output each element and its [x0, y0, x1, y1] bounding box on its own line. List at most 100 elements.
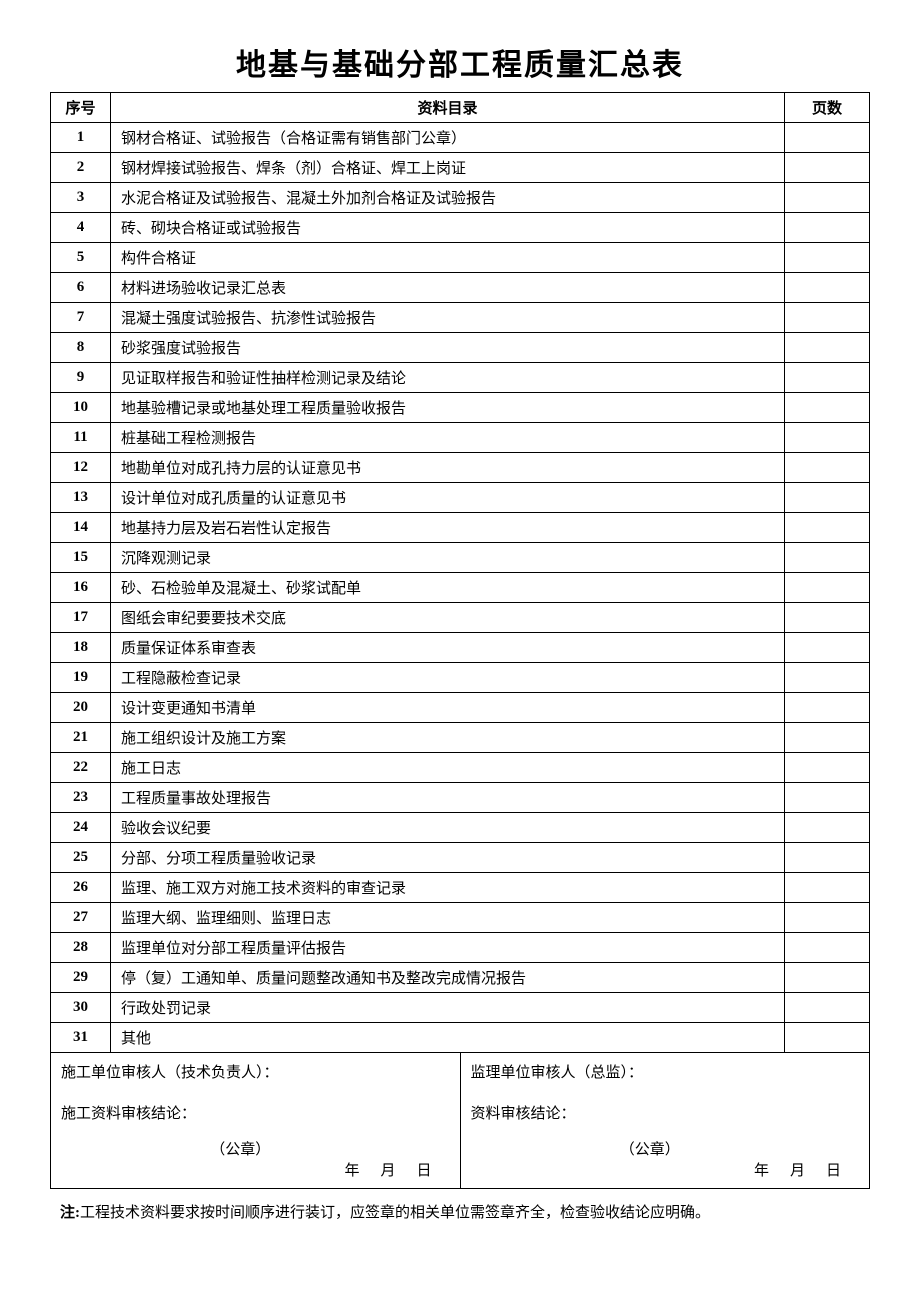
cell-seq: 25: [51, 843, 111, 873]
table-row: 9见证取样报告和验证性抽样检测记录及结论: [51, 363, 870, 393]
cell-pages: [785, 513, 870, 543]
cell-seq: 20: [51, 693, 111, 723]
cell-seq: 30: [51, 993, 111, 1023]
table-row: 5构件合格证: [51, 243, 870, 273]
cell-content: 钢材焊接试验报告、焊条（剂）合格证、焊工上岗证: [111, 153, 785, 183]
cell-seq: 16: [51, 573, 111, 603]
cell-content: 砂浆强度试验报告: [111, 333, 785, 363]
cell-content: 施工日志: [111, 753, 785, 783]
cell-content: 混凝土强度试验报告、抗渗性试验报告: [111, 303, 785, 333]
table-row: 8砂浆强度试验报告: [51, 333, 870, 363]
header-content: 资料目录: [111, 93, 785, 123]
table-row: 12地勘单位对成孔持力层的认证意见书: [51, 453, 870, 483]
cell-pages: [785, 1023, 870, 1053]
cell-content: 沉降观测记录: [111, 543, 785, 573]
footnote-text: 工程技术资料要求按时间顺序进行装订，应签章的相关单位需签章齐全，检查验收结论应明…: [80, 1205, 710, 1221]
cell-seq: 13: [51, 483, 111, 513]
table-row: 3水泥合格证及试验报告、混凝土外加剂合格证及试验报告: [51, 183, 870, 213]
table-row: 19工程隐蔽检查记录: [51, 663, 870, 693]
cell-content: 行政处罚记录: [111, 993, 785, 1023]
table-row: 23工程质量事故处理报告: [51, 783, 870, 813]
cell-pages: [785, 453, 870, 483]
cell-pages: [785, 303, 870, 333]
table-row: 27监理大纲、监理细则、监理日志: [51, 903, 870, 933]
cell-pages: [785, 243, 870, 273]
cell-content: 监理、施工双方对施工技术资料的审查记录: [111, 873, 785, 903]
table-row: 22施工日志: [51, 753, 870, 783]
table-header-row: 序号 资料目录 页数: [51, 93, 870, 123]
cell-seq: 4: [51, 213, 111, 243]
cell-content: 砂、石检验单及混凝土、砂浆试配单: [111, 573, 785, 603]
cell-seq: 5: [51, 243, 111, 273]
header-pages: 页数: [785, 93, 870, 123]
cell-pages: [785, 723, 870, 753]
cell-pages: [785, 663, 870, 693]
cell-content: 设计单位对成孔质量的认证意见书: [111, 483, 785, 513]
cell-content: 水泥合格证及试验报告、混凝土外加剂合格证及试验报告: [111, 183, 785, 213]
cell-seq: 31: [51, 1023, 111, 1053]
cell-pages: [785, 783, 870, 813]
cell-seq: 29: [51, 963, 111, 993]
cell-seq: 11: [51, 423, 111, 453]
table-row: 17图纸会审纪要要技术交底: [51, 603, 870, 633]
construction-seal-label: （公章）: [61, 1138, 450, 1159]
cell-content: 图纸会审纪要要技术交底: [111, 603, 785, 633]
footer-row: 施工单位审核人（技术负责人）： 施工资料审核结论： （公章） 年 月 日 监理单…: [51, 1053, 870, 1189]
table-row: 6材料进场验收记录汇总表: [51, 273, 870, 303]
cell-content: 构件合格证: [111, 243, 785, 273]
supervision-date-label: 年 月 日: [471, 1159, 860, 1180]
cell-pages: [785, 873, 870, 903]
cell-seq: 8: [51, 333, 111, 363]
table-row: 7混凝土强度试验报告、抗渗性试验报告: [51, 303, 870, 333]
cell-pages: [785, 333, 870, 363]
cell-pages: [785, 813, 870, 843]
cell-content: 地勘单位对成孔持力层的认证意见书: [111, 453, 785, 483]
table-row: 14地基持力层及岩石岩性认定报告: [51, 513, 870, 543]
cell-content: 地基验槽记录或地基处理工程质量验收报告: [111, 393, 785, 423]
supervision-reviewer-label: 监理单位审核人（总监）：: [471, 1061, 860, 1082]
cell-pages: [785, 753, 870, 783]
table-row: 16砂、石检验单及混凝土、砂浆试配单: [51, 573, 870, 603]
cell-pages: [785, 153, 870, 183]
cell-pages: [785, 393, 870, 423]
cell-seq: 27: [51, 903, 111, 933]
cell-seq: 26: [51, 873, 111, 903]
supervision-conclusion-label: 资料审核结论：: [471, 1102, 860, 1123]
table-row: 15沉降观测记录: [51, 543, 870, 573]
footer-right-cell: 监理单位审核人（总监）： 资料审核结论： （公章） 年 月 日: [460, 1053, 869, 1188]
cell-seq: 15: [51, 543, 111, 573]
cell-pages: [785, 543, 870, 573]
cell-seq: 6: [51, 273, 111, 303]
cell-content: 验收会议纪要: [111, 813, 785, 843]
table-row: 1钢材合格证、试验报告（合格证需有销售部门公章）: [51, 123, 870, 153]
table-row: 2钢材焊接试验报告、焊条（剂）合格证、焊工上岗证: [51, 153, 870, 183]
cell-pages: [785, 423, 870, 453]
cell-pages: [785, 213, 870, 243]
table-row: 4砖、砌块合格证或试验报告: [51, 213, 870, 243]
cell-content: 见证取样报告和验证性抽样检测记录及结论: [111, 363, 785, 393]
cell-seq: 14: [51, 513, 111, 543]
cell-pages: [785, 963, 870, 993]
footer-left-cell: 施工单位审核人（技术负责人）： 施工资料审核结论： （公章） 年 月 日: [51, 1053, 460, 1188]
cell-seq: 19: [51, 663, 111, 693]
quality-summary-table: 序号 资料目录 页数 1钢材合格证、试验报告（合格证需有销售部门公章）2钢材焊接…: [50, 92, 870, 1189]
cell-pages: [785, 183, 870, 213]
cell-content: 监理大纲、监理细则、监理日志: [111, 903, 785, 933]
header-seq: 序号: [51, 93, 111, 123]
cell-content: 监理单位对分部工程质量评估报告: [111, 933, 785, 963]
cell-seq: 23: [51, 783, 111, 813]
table-row: 28监理单位对分部工程质量评估报告: [51, 933, 870, 963]
table-row: 10地基验槽记录或地基处理工程质量验收报告: [51, 393, 870, 423]
table-row: 11桩基础工程检测报告: [51, 423, 870, 453]
cell-seq: 9: [51, 363, 111, 393]
table-row: 31其他: [51, 1023, 870, 1053]
cell-content: 工程质量事故处理报告: [111, 783, 785, 813]
table-row: 20设计变更通知书清单: [51, 693, 870, 723]
cell-content: 工程隐蔽检查记录: [111, 663, 785, 693]
cell-pages: [785, 573, 870, 603]
cell-pages: [785, 693, 870, 723]
cell-seq: 1: [51, 123, 111, 153]
cell-pages: [785, 363, 870, 393]
cell-pages: [785, 933, 870, 963]
cell-seq: 10: [51, 393, 111, 423]
